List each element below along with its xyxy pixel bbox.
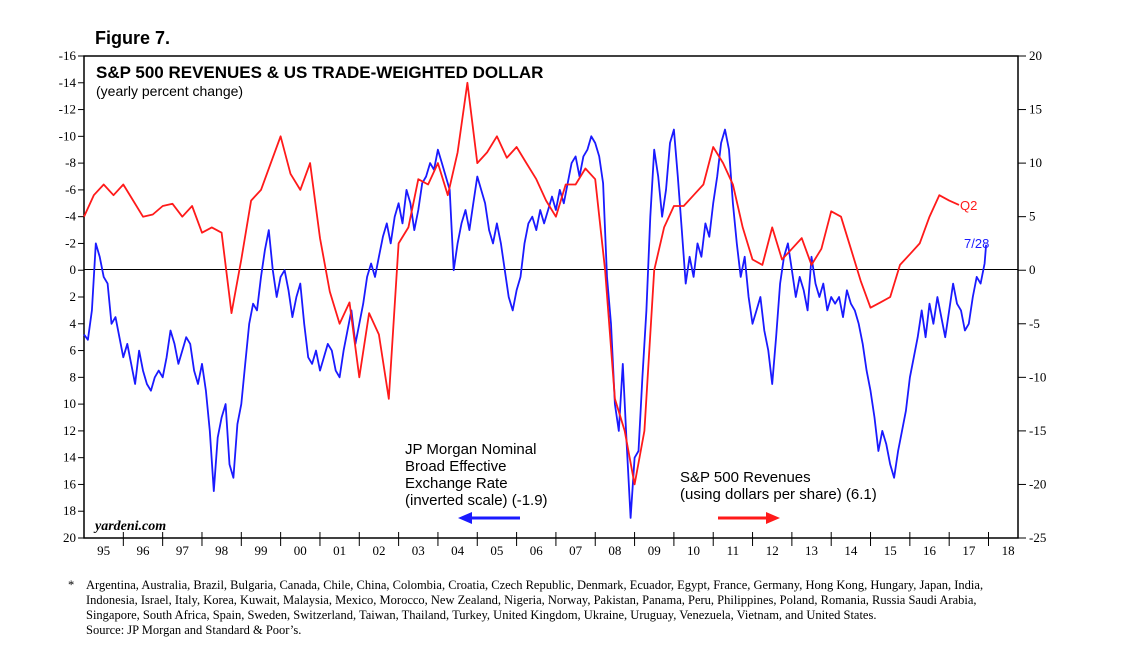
x-tick-label: 13 (805, 543, 818, 558)
x-axis: 95 96 97 98 99 00 01 02 03 04 05 06 07 08 09 10 11 12 13 14… (97, 532, 1015, 558)
x-tick-label: 16 (923, 543, 937, 558)
x-tick-label: 98 (215, 543, 228, 558)
x-tick-label: 07 (569, 543, 583, 558)
left-tick-label: -2 (65, 235, 76, 250)
right-tick-label: -25 (1029, 530, 1046, 545)
x-tick-label: 12 (766, 543, 779, 558)
plot-frame (83, 55, 1019, 539)
right-tick-label: 0 (1029, 262, 1036, 277)
dollar-legend-line-3: Exchange Rate (405, 475, 508, 492)
left-tick-label: 20 (63, 530, 76, 545)
dollar-series-line (83, 128, 987, 519)
dollar-end-label: 7/28 (964, 236, 989, 251)
x-tick-label: 01 (333, 543, 346, 558)
right-tick-label: 15 (1029, 102, 1042, 117)
x-tick-label: 04 (451, 543, 465, 558)
right-tick-label: 10 (1029, 155, 1042, 170)
left-tick-label: 18 (63, 503, 76, 518)
x-tick-label: 15 (884, 543, 897, 558)
x-tick-label: 03 (412, 543, 425, 558)
footnote: * Argentina, Australia, Brazil, Bulgaria… (68, 578, 1028, 638)
x-tick-label: 00 (294, 543, 307, 558)
footnote-marker: * (68, 578, 75, 592)
right-tick-label: -10 (1029, 369, 1046, 384)
right-tick-label: -20 (1029, 476, 1046, 491)
figure-label: Figure 7. (95, 28, 171, 48)
left-tick-label: 6 (70, 343, 77, 358)
left-tick-label: -6 (65, 182, 76, 197)
right-tick-label: 5 (1029, 209, 1036, 224)
left-tick-label: 0 (70, 262, 77, 277)
x-tick-label: 97 (176, 543, 190, 558)
x-tick-label: 10 (687, 543, 700, 558)
revenues-legend: S&P 500 Revenues (using dollars per shar… (680, 469, 877, 524)
left-tick-label: 2 (70, 289, 77, 304)
x-tick-label: 95 (97, 543, 110, 558)
x-tick-label: 17 (962, 543, 976, 558)
left-tick-label: 12 (63, 423, 76, 438)
right-tick-label: -5 (1029, 316, 1040, 331)
left-tick-label: -8 (65, 155, 76, 170)
left-tick-label: 14 (63, 450, 77, 465)
revenues-legend-arrowhead (766, 512, 780, 524)
x-tick-label: 11 (727, 543, 740, 558)
x-tick-label: 09 (648, 543, 661, 558)
x-tick-label: 99 (254, 543, 267, 558)
x-tick-label: 18 (1002, 543, 1015, 558)
left-tick-label: -14 (59, 75, 77, 90)
right-tick-label: -15 (1029, 423, 1046, 438)
x-tick-label: 14 (844, 543, 858, 558)
right-tick-label: 20 (1029, 48, 1042, 63)
dollar-legend-line-2: Broad Effective (405, 458, 506, 475)
chart-subtitle: (yearly percent change) (96, 83, 243, 99)
x-tick-label: 08 (608, 543, 621, 558)
watermark: yardeni.com (93, 519, 166, 534)
revenues-legend-line-1: S&P 500 Revenues (680, 469, 811, 486)
left-tick-label: -4 (65, 209, 76, 224)
x-tick-label: 06 (530, 543, 544, 558)
left-tick-label: 10 (63, 396, 76, 411)
left-tick-label: -10 (59, 128, 76, 143)
left-tick-label: 4 (70, 316, 77, 331)
dollar-legend-arrowhead (458, 512, 472, 524)
revenues-end-label: Q2 (960, 198, 977, 213)
dollar-legend: JP Morgan Nominal Broad Effective Exchan… (405, 441, 548, 524)
left-axis: -16 -14 -12 -10 -8 -6 -4 -2 0 2 4 6 8 10 12 14 16 18 20 (59, 48, 84, 545)
series-layer (83, 81, 987, 519)
revenues-series-line (83, 81, 960, 486)
chart-title: S&P 500 REVENUES & US TRADE-WEIGHTED DOL… (96, 63, 543, 82)
x-tick-label: 02 (372, 543, 385, 558)
left-tick-label: -12 (59, 102, 76, 117)
revenues-legend-line-2: (using dollars per share) (6.1) (680, 486, 877, 503)
right-axis: 20 15 10 5 0 -5 -10 -15 -20 -25 (1018, 48, 1046, 545)
source-note: Source: JP Morgan and Standard & Poor’s. (86, 623, 302, 637)
dollar-legend-line-4: (inverted scale) (-1.9) (405, 492, 548, 509)
x-tick-label: 96 (136, 543, 150, 558)
left-tick-label: -16 (59, 48, 77, 63)
dollar-legend-line-1: JP Morgan Nominal (405, 441, 536, 458)
left-tick-label: 8 (70, 369, 77, 384)
left-tick-label: 16 (63, 476, 77, 491)
x-tick-label: 05 (490, 543, 503, 558)
footnote-text: Argentina, Australia, Brazil, Bulgaria, … (86, 578, 984, 622)
